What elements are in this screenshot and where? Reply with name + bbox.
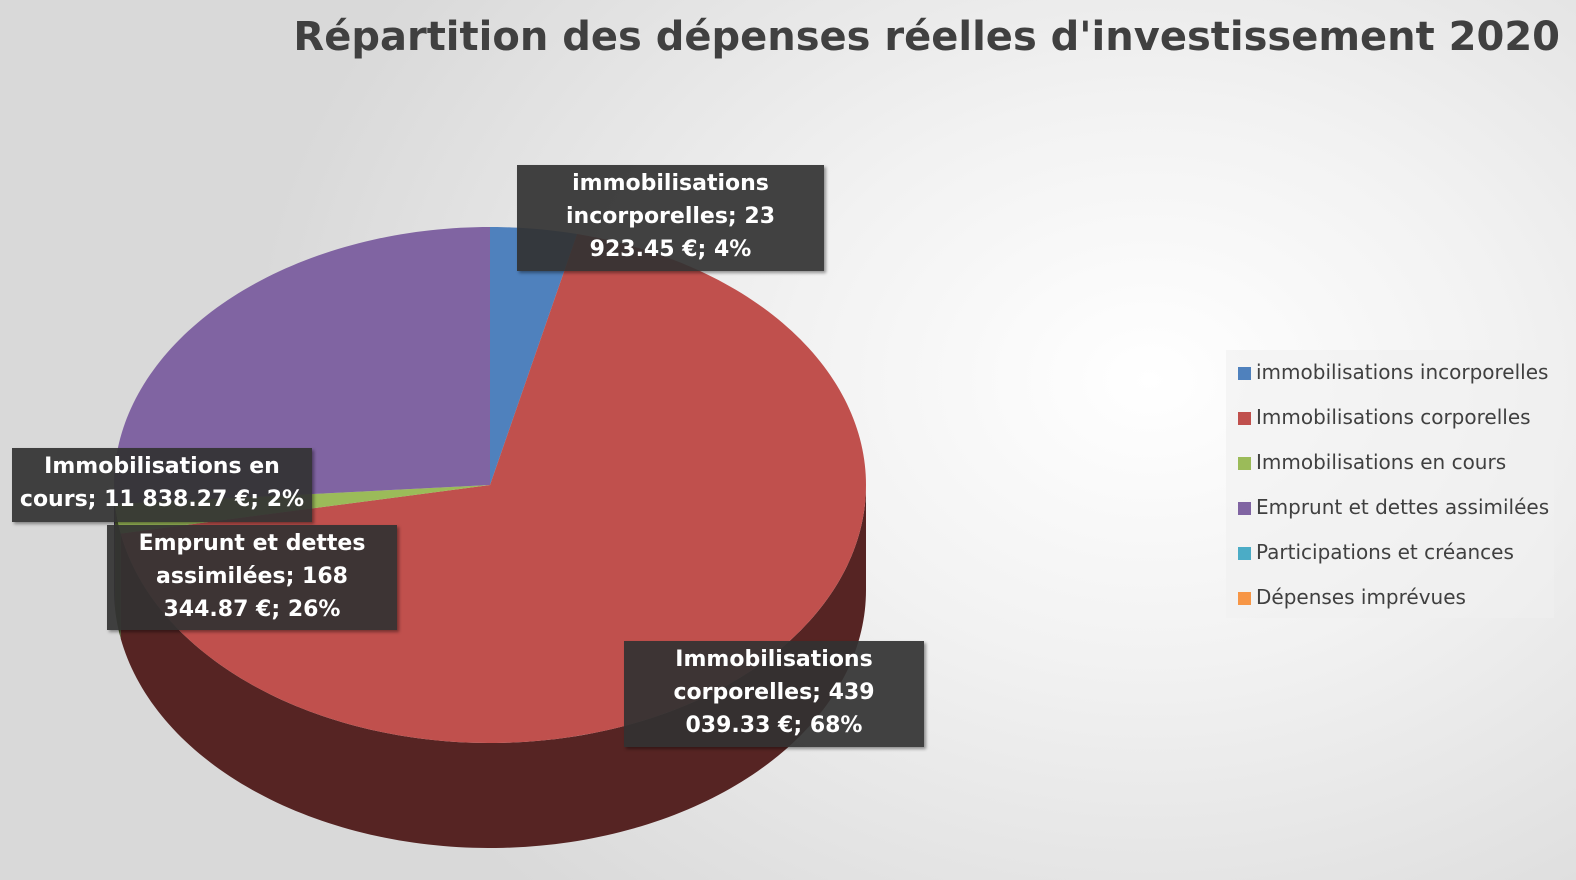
legend-swatch xyxy=(1238,457,1251,470)
data-label: Immobilisations en cours; 11 838.27 €; 2… xyxy=(12,448,312,522)
legend-item: Emprunt et dettes assimilées xyxy=(1238,495,1549,519)
legend-label: Immobilisations en cours xyxy=(1256,450,1507,474)
pie-slice xyxy=(490,227,578,485)
pie-slice xyxy=(114,227,490,505)
legend-item: Dépenses imprévues xyxy=(1238,585,1466,609)
legend-swatch xyxy=(1238,367,1251,380)
legend-swatch xyxy=(1238,412,1251,425)
data-label: Immobilisations corporelles; 439 039.33 … xyxy=(624,641,924,747)
legend-label: immobilisations incorporelles xyxy=(1256,360,1549,384)
legend-label: Immobilisations corporelles xyxy=(1256,405,1531,429)
data-label: immobilisations incorporelles; 23 923.45… xyxy=(517,165,824,271)
legend-label: Participations et créances xyxy=(1256,540,1514,564)
legend-swatch xyxy=(1238,592,1251,605)
legend-item: Immobilisations corporelles xyxy=(1238,405,1531,429)
slice-side xyxy=(120,485,866,848)
legend-item: Participations et créances xyxy=(1238,540,1514,564)
chart-title: Répartition des dépenses réelles d'inves… xyxy=(293,14,1560,60)
legend: immobilisations incorporelles Immobilisat… xyxy=(1226,350,1554,618)
legend-swatch xyxy=(1238,547,1251,560)
legend-item: Immobilisations en cours xyxy=(1238,450,1506,474)
legend-item: immobilisations incorporelles xyxy=(1238,360,1548,384)
data-label: Emprunt et dettes assimilées; 168 344.87… xyxy=(107,525,397,630)
legend-swatch xyxy=(1238,502,1251,515)
legend-label: Dépenses imprévues xyxy=(1256,585,1466,609)
legend-label: Emprunt et dettes assimilées xyxy=(1256,495,1550,519)
